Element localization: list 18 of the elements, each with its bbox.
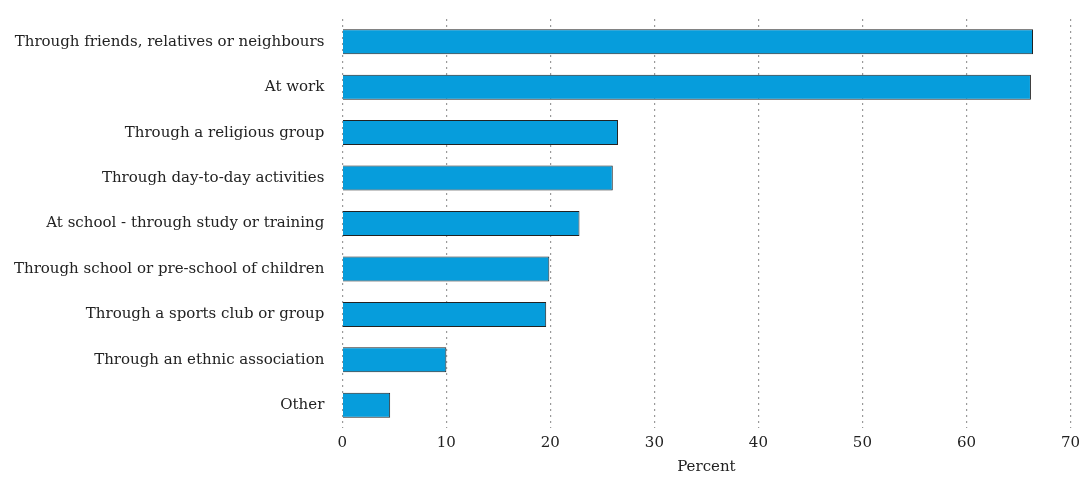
y-tick-label: Through day-to-day activities [101,167,325,186]
y-tick-label: At school - through study or training [45,213,325,232]
y-tick-label: Other [280,395,326,414]
x-tick-label: 30 [644,432,664,451]
x-tick-label: 40 [748,432,768,451]
x-tick-label: 50 [852,432,872,451]
x-tick-label: 20 [540,432,560,451]
y-tick-label: At work [263,77,326,96]
y-tick-label: Through friends, relatives or neighbours [14,31,325,50]
y-tick-label: Through a sports club or group [85,304,325,323]
x-axis-title: Percent [677,456,736,475]
x-tick-label: 0 [337,432,348,451]
y-tick-label: Through an ethnic association [94,349,325,368]
y-tick-label: Through school or pre-school of children [13,258,325,277]
x-tick-label: 10 [436,432,456,451]
x-tick-label: 70 [1060,432,1080,451]
x-tick-label: 60 [956,432,976,451]
y-tick-label: Through a religious group [124,122,325,141]
